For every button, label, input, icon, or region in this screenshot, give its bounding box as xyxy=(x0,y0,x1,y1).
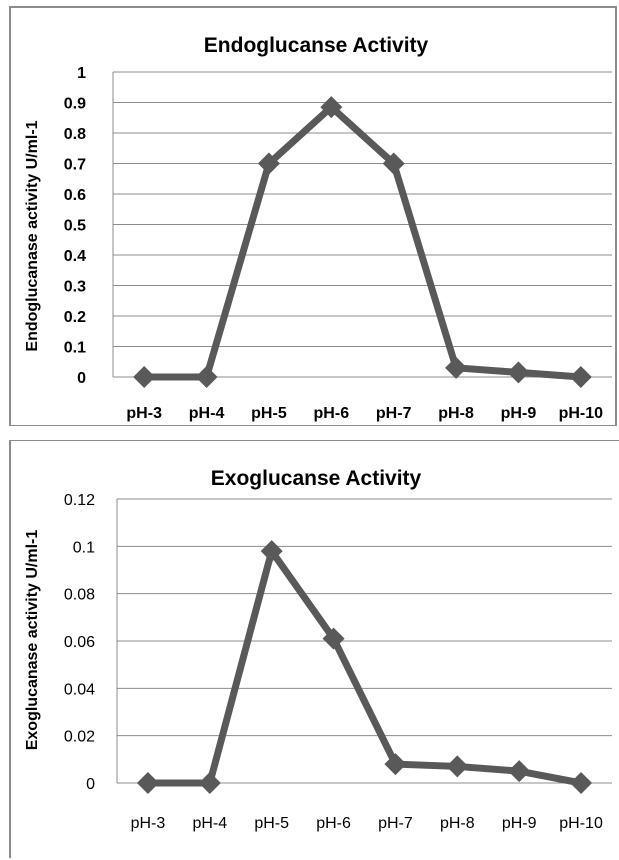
chart-title: Endoglucanse Activity xyxy=(204,34,429,57)
x-tick-label: pH-8 xyxy=(440,815,475,832)
series-line xyxy=(144,102,582,381)
data-point-marker xyxy=(445,356,468,379)
x-tick-label: pH-7 xyxy=(376,405,412,422)
y-tick-label: 0.2 xyxy=(64,309,86,326)
chart-panel-exoglucanase xyxy=(9,440,619,858)
data-point-marker xyxy=(136,772,159,794)
x-tick-label: pH-3 xyxy=(131,815,166,832)
x-tick-label: pH-4 xyxy=(189,405,225,422)
data-point-marker xyxy=(195,366,218,388)
series-line xyxy=(147,542,582,787)
y-tick-label: 1 xyxy=(77,65,86,82)
data-point-marker xyxy=(569,366,592,388)
data-point-marker xyxy=(570,772,593,794)
y-tick-label: 0 xyxy=(77,370,86,387)
chart-title: Exoglucanse Activity xyxy=(211,467,422,490)
x-tick-label: pH-3 xyxy=(126,405,162,422)
y-tick-label: 0.4 xyxy=(64,248,86,265)
x-tick-label: pH-6 xyxy=(314,405,350,422)
y-tick-label: 0 xyxy=(86,776,95,793)
y-tick-label: 0.1 xyxy=(64,340,86,357)
data-point-marker xyxy=(446,755,469,778)
x-tick-label: pH-9 xyxy=(501,405,537,422)
data-point-marker xyxy=(320,96,343,119)
y-axis-label: Endoglucanase activity U/ml-1 xyxy=(24,120,41,351)
x-tick-label: pH-5 xyxy=(254,815,289,832)
y-tick-label: 0.7 xyxy=(64,157,86,174)
data-point-marker xyxy=(257,152,280,175)
data-point-marker xyxy=(322,627,345,650)
y-tick-label: 0.5 xyxy=(64,218,86,235)
y-tick-label: 0.1 xyxy=(73,539,95,556)
y-tick-label: 0.8 xyxy=(64,126,86,143)
chart-panel-endoglucanase xyxy=(9,6,617,426)
data-point-marker xyxy=(384,753,407,776)
y-tick-label: 0.04 xyxy=(64,681,95,698)
y-tick-label: 0.9 xyxy=(64,96,86,113)
data-point-marker xyxy=(508,760,531,783)
data-point-marker xyxy=(260,540,283,563)
y-tick-label: 0.02 xyxy=(64,729,95,746)
x-tick-label: pH-10 xyxy=(559,405,604,422)
x-tick-label: pH-4 xyxy=(192,815,227,832)
x-tick-label: pH-9 xyxy=(502,815,537,832)
y-tick-label: 0.3 xyxy=(64,279,86,296)
data-point-marker xyxy=(133,366,156,388)
y-tick-label: 0.08 xyxy=(64,587,95,604)
x-tick-label: pH-10 xyxy=(559,815,603,832)
x-tick-label: pH-8 xyxy=(438,405,474,422)
data-point-marker xyxy=(382,152,405,175)
x-tick-label: pH-6 xyxy=(316,815,351,832)
data-point-marker xyxy=(198,772,221,794)
x-tick-label: pH-7 xyxy=(378,815,413,832)
y-axis-label: Exoglucanase activity U/ml-1 xyxy=(24,530,41,751)
data-point-marker xyxy=(507,361,530,384)
y-tick-label: 0.06 xyxy=(64,634,95,651)
y-tick-label: 0.12 xyxy=(64,492,95,509)
y-tick-label: 0.6 xyxy=(64,187,86,204)
x-tick-label: pH-5 xyxy=(251,405,287,422)
